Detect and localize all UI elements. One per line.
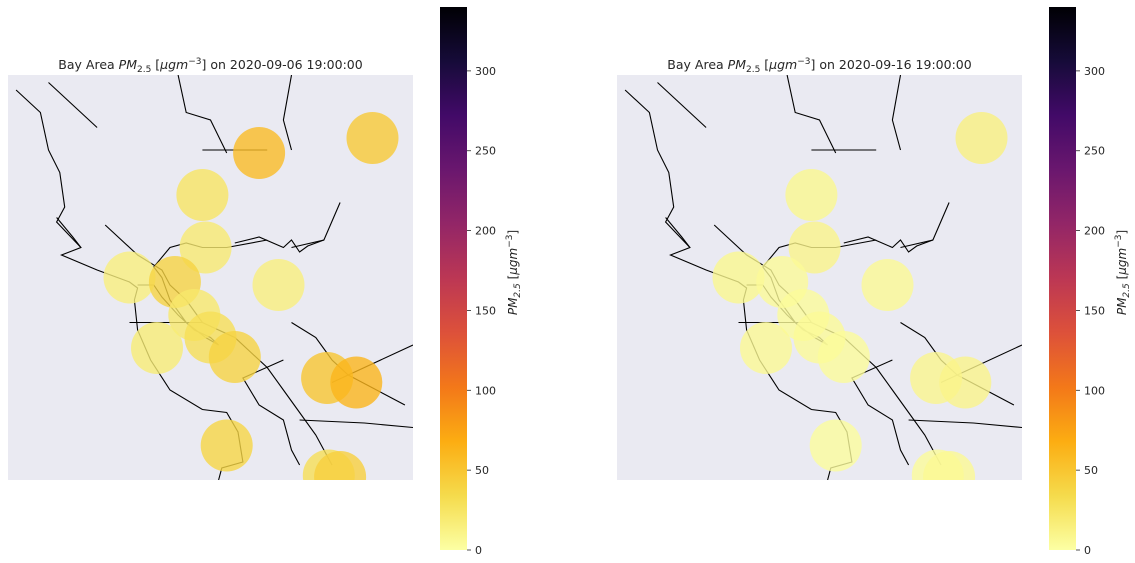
- colorbar-tick-label: 100: [1084, 384, 1105, 397]
- colorbar-tick-label: 0: [475, 544, 482, 557]
- boundary-line-6: [177, 75, 228, 154]
- colorbar-tick-label: 300: [475, 65, 496, 78]
- station-marker-6: [252, 259, 305, 311]
- station-marker-1: [955, 112, 1008, 164]
- station-marker-11: [939, 356, 992, 409]
- colorbar-tick-label: 250: [1084, 145, 1105, 158]
- map-panel-1: [617, 75, 1022, 480]
- station-marker-5: [861, 259, 914, 311]
- colorbar-tick-label: 50: [475, 464, 489, 477]
- colorbar: [440, 7, 467, 550]
- map-background: [8, 75, 413, 480]
- station-marker-13: [200, 419, 253, 472]
- colorbar-tick-label: 100: [475, 384, 496, 397]
- station-marker-2: [788, 221, 841, 274]
- station-marker-3: [712, 251, 765, 304]
- station-marker-0: [785, 169, 838, 221]
- boundary-line-2: [234, 236, 325, 253]
- station-marker-14: [923, 451, 976, 480]
- colorbar-tick-label: 150: [1084, 304, 1105, 317]
- boundary-line-14: [291, 202, 341, 249]
- station-marker-10: [208, 331, 261, 383]
- station-marker-1: [233, 127, 286, 179]
- boundary-line-6: [786, 75, 837, 154]
- station-marker-3: [179, 221, 232, 274]
- boundary-line-7: [282, 75, 293, 151]
- station-marker-4: [103, 251, 156, 304]
- station-marker-12: [809, 419, 862, 472]
- boundary-line-2: [843, 236, 934, 253]
- station-marker-15: [314, 451, 367, 480]
- colorbar-tick-label: 200: [1084, 225, 1105, 238]
- colorbar-label: PM2.5 [μgm−3]: [505, 230, 523, 315]
- station-marker-0: [176, 169, 229, 221]
- station-marker-2: [346, 112, 399, 164]
- colorbar-tick-label: 200: [475, 225, 496, 238]
- colorbar-tick-label: 150: [475, 304, 496, 317]
- map-panel-0: [8, 75, 413, 480]
- boundary-line-3: [56, 217, 82, 248]
- colorbar-tick-label: 50: [1084, 464, 1098, 477]
- map-background: [617, 75, 1022, 480]
- boundary-line-7: [891, 75, 902, 151]
- station-marker-12: [330, 356, 383, 409]
- boundary-line-4: [48, 82, 98, 128]
- boundary-line-3: [665, 217, 691, 248]
- colorbar-label: PM2.5 [μgm−3]: [1114, 230, 1132, 315]
- boundary-line-13: [299, 419, 413, 429]
- station-marker-9: [131, 322, 183, 374]
- boundary-line-14: [900, 202, 950, 249]
- colorbar-tick-label: 250: [475, 145, 496, 158]
- colorbar: [1049, 7, 1076, 550]
- station-marker-9: [817, 331, 870, 383]
- station-marker-8: [740, 322, 792, 374]
- panel-1-title: Bay Area PM2.5 [μgm−3] on 2020-09-16 19:…: [667, 57, 971, 75]
- boundary-line-4: [657, 82, 707, 128]
- colorbar-tick-label: 0: [1084, 544, 1091, 557]
- colorbar-tick-label: 300: [1084, 65, 1105, 78]
- boundary-line-13: [908, 419, 1022, 429]
- panel-0-title: Bay Area PM2.5 [μgm−3] on 2020-09-06 19:…: [58, 57, 362, 75]
